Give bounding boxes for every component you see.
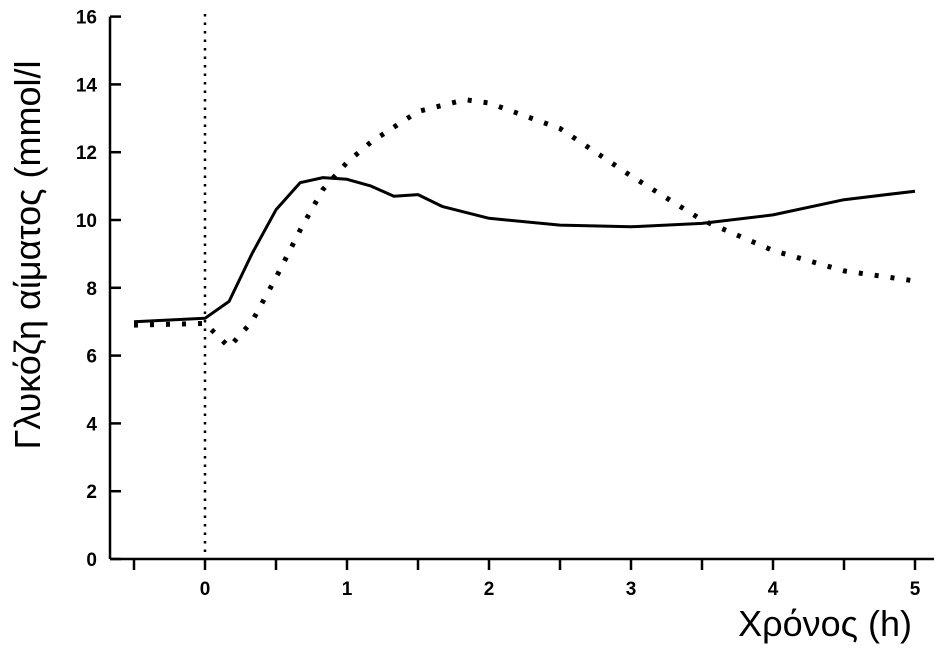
x-tick-label: 0 — [200, 579, 211, 600]
y-axis: 0 2 4 6 8 10 12 14 16 — [76, 8, 121, 571]
y-tick-label: 12 — [76, 143, 97, 164]
y-tick-label: 14 — [76, 75, 98, 96]
y-tick-label: 8 — [86, 279, 97, 300]
series-group — [133, 97, 916, 350]
series-solid-line — [133, 176, 916, 324]
x-tick-label: 2 — [484, 579, 495, 600]
y-tick-label: 0 — [86, 550, 97, 571]
y-tick-label: 4 — [86, 414, 97, 435]
y-tick-label: 16 — [76, 8, 97, 29]
x-axis-title: Χρόνος (h) — [738, 603, 912, 644]
x-tick-label: 4 — [768, 579, 779, 600]
x-axis: 0 1 2 3 4 5 — [110, 557, 934, 600]
y-tick-label: 6 — [86, 347, 97, 368]
y-tick-label: 10 — [76, 211, 97, 232]
x-tick-label: 5 — [910, 579, 921, 600]
x-tick-label: 1 — [342, 579, 353, 600]
y-axis-title: Γλυκόζη αίματος (mmol/l — [7, 61, 48, 450]
series-dotted-line — [133, 97, 916, 350]
y-tick-label: 2 — [86, 482, 97, 503]
x-tick-label: 3 — [626, 579, 637, 600]
